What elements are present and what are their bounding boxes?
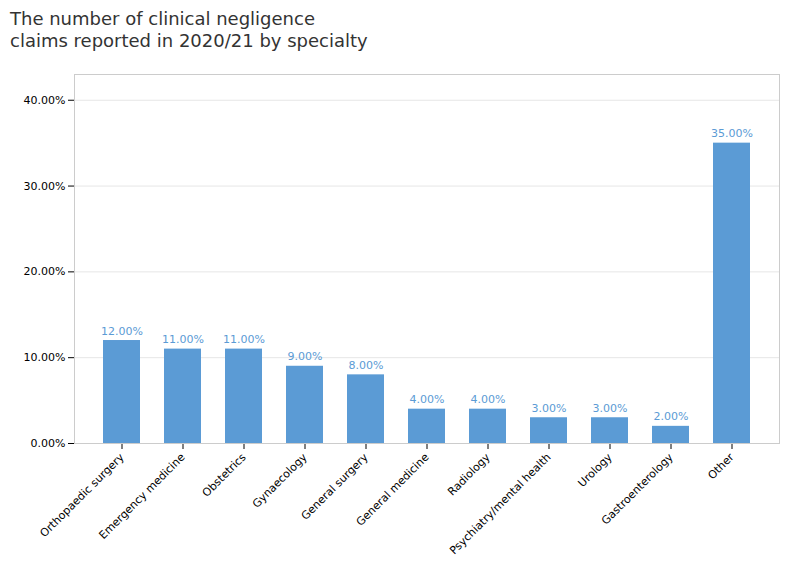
svg-text:General medicine: General medicine — [354, 451, 432, 529]
svg-text:8.00%: 8.00% — [349, 359, 384, 372]
svg-text:4.00%: 4.00% — [471, 393, 506, 406]
html-text:The number of clinical neglige: The number of clinical negligence claims… — [10, 8, 368, 51]
svg-text:Emergency medicine: Emergency medicine — [96, 451, 187, 542]
svg-text:Radiology: Radiology — [445, 450, 493, 498]
svg-text:Psychiatry/mental health: Psychiatry/mental health — [447, 451, 553, 557]
svg-text:9.00%: 9.00% — [288, 350, 323, 363]
svg-text:Other: Other — [705, 450, 737, 482]
svg-text:40.00%: 40.00% — [24, 94, 66, 107]
svg-text:3.00%: 3.00% — [593, 402, 628, 415]
svg-text:10.00%: 10.00% — [24, 351, 66, 364]
svg-text:4.00%: 4.00% — [410, 393, 445, 406]
svg-text:2.00%: 2.00% — [654, 410, 689, 423]
svg-text:Obstetrics: Obstetrics — [200, 451, 249, 500]
svg-text:3.00%: 3.00% — [532, 402, 567, 415]
svg-text:General surgery: General surgery — [298, 450, 371, 523]
svg-text:35.00%: 35.00% — [711, 127, 753, 140]
svg-text:11.00%: 11.00% — [223, 333, 265, 346]
svg-text:Orthopaedic surgery: Orthopaedic surgery — [37, 450, 127, 540]
svg-text:Gastroenterology: Gastroenterology — [599, 450, 676, 527]
svg-text:12.00%: 12.00% — [101, 325, 143, 338]
svg-text:Gynaecology: Gynaecology — [250, 450, 310, 510]
svg-text:Urology: Urology — [575, 450, 614, 489]
svg-text:0.00%: 0.00% — [31, 437, 66, 450]
svg-text:30.00%: 30.00% — [24, 180, 66, 193]
svg-text:11.00%: 11.00% — [162, 333, 204, 346]
svg-text:20.00%: 20.00% — [24, 265, 66, 278]
